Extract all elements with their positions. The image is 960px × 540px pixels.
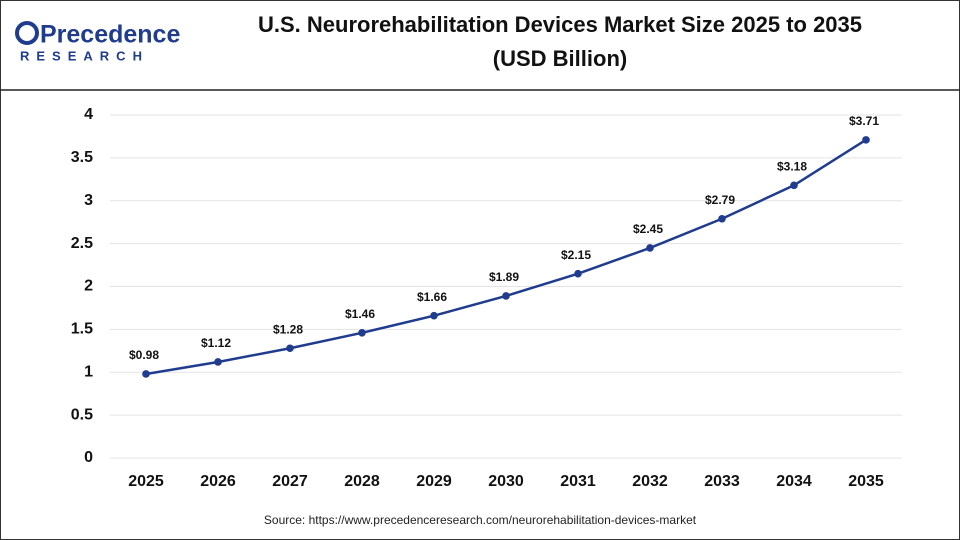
x-tick-label: 2027 [272, 473, 308, 490]
point [358, 329, 366, 337]
data-label: $3.71 [849, 114, 879, 128]
point [286, 344, 294, 353]
logo-name: Precedence [40, 21, 180, 49]
x-tick-label: 2031 [560, 473, 596, 490]
chart-subtitle: (USD Billion) [493, 46, 627, 71]
x-tick-label: 2033 [704, 473, 740, 490]
data-label: $0.98 [129, 348, 159, 362]
point [862, 136, 870, 144]
logo-mark [15, 21, 39, 45]
data-label: $3.18 [777, 159, 807, 173]
point [502, 292, 510, 300]
y-tick-label: 2.5 [71, 235, 93, 252]
data-label: $2.45 [633, 222, 663, 236]
x-tick-label: 2025 [128, 473, 164, 490]
point [718, 214, 726, 223]
y-tick-label: 1.5 [71, 321, 93, 338]
point [574, 269, 582, 278]
y-tick-label: 2 [84, 278, 93, 295]
point [646, 244, 654, 252]
point [142, 370, 150, 378]
y-tick-label: 0.5 [71, 406, 93, 423]
data-label: $1.66 [417, 290, 447, 304]
data-label: $1.28 [273, 322, 303, 336]
x-tick-label: 2035 [848, 473, 884, 490]
source: Source: https://www.precedenceresearch.c… [264, 513, 697, 527]
y-tick-label: 4 [84, 106, 93, 123]
y-tick-label: 0 [84, 449, 93, 466]
x-tick-label: 2026 [200, 473, 236, 490]
y-tick-label: 3 [84, 192, 93, 209]
data-label: $1.89 [489, 270, 519, 284]
data-label: $2.79 [705, 193, 735, 207]
data-label: $1.12 [201, 336, 231, 350]
data-label: $1.46 [345, 307, 375, 321]
y-tick-label: 3.5 [71, 149, 93, 166]
point [430, 311, 438, 320]
chart-title: U.S. Neurorehabilitation Devices Market … [258, 12, 862, 37]
y-tick-label: 1 [84, 363, 93, 380]
point [790, 181, 798, 190]
point [214, 358, 222, 366]
logo-sub: RESEARCH [20, 48, 149, 63]
x-tick-label: 2029 [416, 473, 452, 490]
x-tick-label: 2032 [632, 473, 668, 490]
x-tick-label: 2028 [344, 473, 380, 490]
data-label: $2.15 [561, 248, 591, 262]
x-tick-label: 2034 [776, 473, 812, 490]
x-tick-label: 2030 [488, 473, 524, 490]
